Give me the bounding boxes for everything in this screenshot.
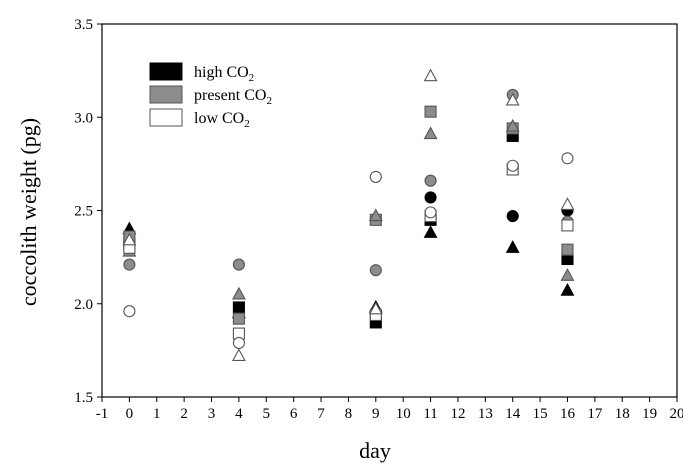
data-point-present-square	[232, 312, 245, 325]
legend-label-1: present CO2	[194, 87, 272, 107]
x-tick-label: 7	[317, 406, 325, 422]
x-tick-label: 6	[290, 406, 298, 422]
data-point-present-circle	[424, 174, 437, 187]
x-tick-label: 0	[126, 406, 134, 422]
data-point-low-circle	[561, 152, 574, 165]
x-tick-label: -1	[96, 406, 109, 422]
data-points	[122, 68, 575, 362]
data-point-low-triangle	[231, 348, 246, 362]
legend-swatch-2	[149, 108, 183, 127]
x-tick-label: 10	[396, 406, 411, 422]
data-point-low-circle	[123, 305, 136, 318]
x-tick-label: 14	[505, 406, 521, 422]
data-point-high-triangle	[560, 283, 575, 296]
legend-swatch-0	[149, 62, 183, 81]
data-point-low-triangle	[122, 232, 137, 246]
data-point-present-square	[561, 243, 574, 256]
x-tick-label: 2	[180, 406, 188, 422]
data-point-high-circle	[424, 191, 437, 204]
data-point-present-circle	[369, 264, 382, 277]
legend-swatch-1	[149, 85, 183, 104]
data-point-low-triangle	[368, 301, 383, 315]
x-tick-label: 5	[263, 406, 271, 422]
data-point-present-square	[424, 105, 437, 118]
data-point-present-triangle	[505, 118, 520, 132]
data-point-high-circle	[506, 210, 519, 223]
x-tick-label: 16	[560, 406, 576, 422]
data-point-low-circle	[506, 159, 519, 172]
data-point-low-square	[561, 219, 574, 232]
data-point-present-triangle	[231, 286, 246, 300]
y-tick-label: 2.5	[74, 204, 93, 220]
data-point-present-triangle	[368, 208, 383, 222]
data-point-present-triangle	[423, 126, 438, 140]
y-axis-title: coccolith weight (pg)	[16, 118, 41, 306]
legend-label-0: high CO2	[194, 64, 254, 84]
plot-area	[101, 23, 678, 398]
data-point-high-triangle	[505, 240, 520, 253]
data-point-low-circle	[232, 336, 245, 349]
data-point-present-circle	[232, 258, 245, 271]
x-tick-label: 17	[587, 406, 603, 422]
x-tick-label: 11	[423, 406, 437, 422]
legend: high CO2 present CO2 low CO2	[149, 62, 272, 130]
x-tick-label: 18	[615, 406, 630, 422]
x-tick-label: 9	[372, 406, 380, 422]
y-axis-ticks: 1.5 2.0 2.5 3.0 3.5	[74, 17, 102, 406]
data-point-low-circle	[369, 170, 382, 183]
x-tick-label: 1	[153, 406, 161, 422]
x-tick-label: 12	[450, 406, 465, 422]
x-axis-title: day	[359, 438, 391, 463]
x-tick-label: 4	[235, 406, 243, 422]
legend-label-2: low CO2	[194, 110, 250, 130]
data-point-low-triangle	[423, 68, 438, 82]
data-point-low-triangle	[560, 197, 575, 210]
x-tick-label: 3	[208, 406, 216, 422]
x-tick-label: 19	[642, 406, 657, 422]
x-axis-ticks: -1 0 1 2 3 4 5 6 7 8 9 10 11 12 13 14 15 16 17 18 19 20	[96, 397, 683, 422]
y-tick-label: 1.5	[74, 390, 93, 406]
x-tick-label: 8	[345, 406, 353, 422]
x-tick-label: 15	[533, 406, 548, 422]
data-point-present-triangle	[560, 268, 575, 281]
y-tick-label: 3.0	[74, 110, 93, 126]
y-tick-label: 3.5	[74, 17, 93, 33]
data-point-low-circle	[424, 206, 437, 219]
data-point-present-circle	[123, 258, 136, 271]
x-tick-label: 20	[670, 406, 683, 422]
data-point-low-triangle	[505, 92, 520, 106]
data-point-high-triangle	[423, 225, 438, 238]
y-tick-label: 2.0	[74, 297, 93, 313]
x-tick-label: 13	[478, 406, 493, 422]
